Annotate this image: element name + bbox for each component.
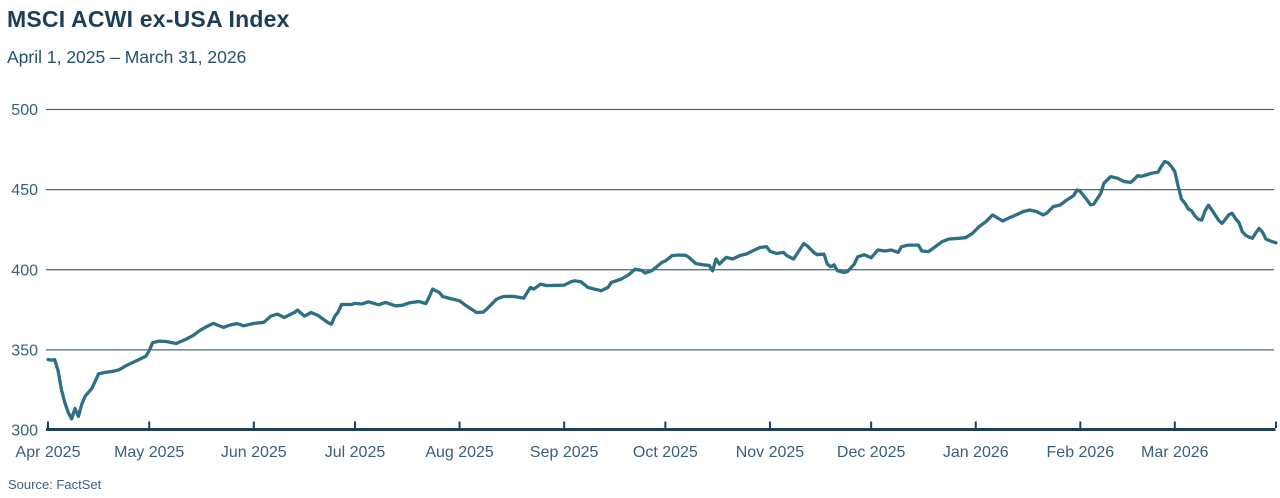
- x-tick-label: Aug 2025: [425, 444, 494, 461]
- page-title: MSCI ACWI ex-USA Index: [7, 6, 290, 32]
- x-tick-label: Apr 2025: [16, 444, 81, 461]
- chart-subtitle: April 1, 2025 – March 31, 2026: [7, 47, 247, 67]
- x-tick-label: Sep 2025: [530, 444, 599, 461]
- y-tick-label: 400: [11, 262, 38, 279]
- source-note: Source: FactSet: [8, 477, 102, 492]
- x-tick-label: Jul 2025: [325, 444, 386, 461]
- x-tick-label: Nov 2025: [736, 444, 805, 461]
- x-tick-label: May 2025: [114, 444, 184, 461]
- x-tick-label: Dec 2025: [837, 444, 906, 461]
- x-tick-label: Jan 2026: [943, 444, 1009, 461]
- y-tick-label: 350: [11, 342, 38, 359]
- x-tick-label: Oct 2025: [633, 444, 698, 461]
- y-tick-label: 300: [11, 423, 38, 440]
- chart-header: MSCI ACWI ex-USA Index April 1, 2025 – M…: [7, 6, 290, 68]
- x-tick-label: Feb 2026: [1047, 444, 1115, 461]
- y-tick-label: 500: [11, 102, 38, 119]
- x-tick-label: Mar 2026: [1141, 444, 1209, 461]
- y-tick-label: 450: [11, 182, 38, 199]
- index-line: [46, 159, 1278, 421]
- x-tick-label: Jun 2025: [221, 444, 287, 461]
